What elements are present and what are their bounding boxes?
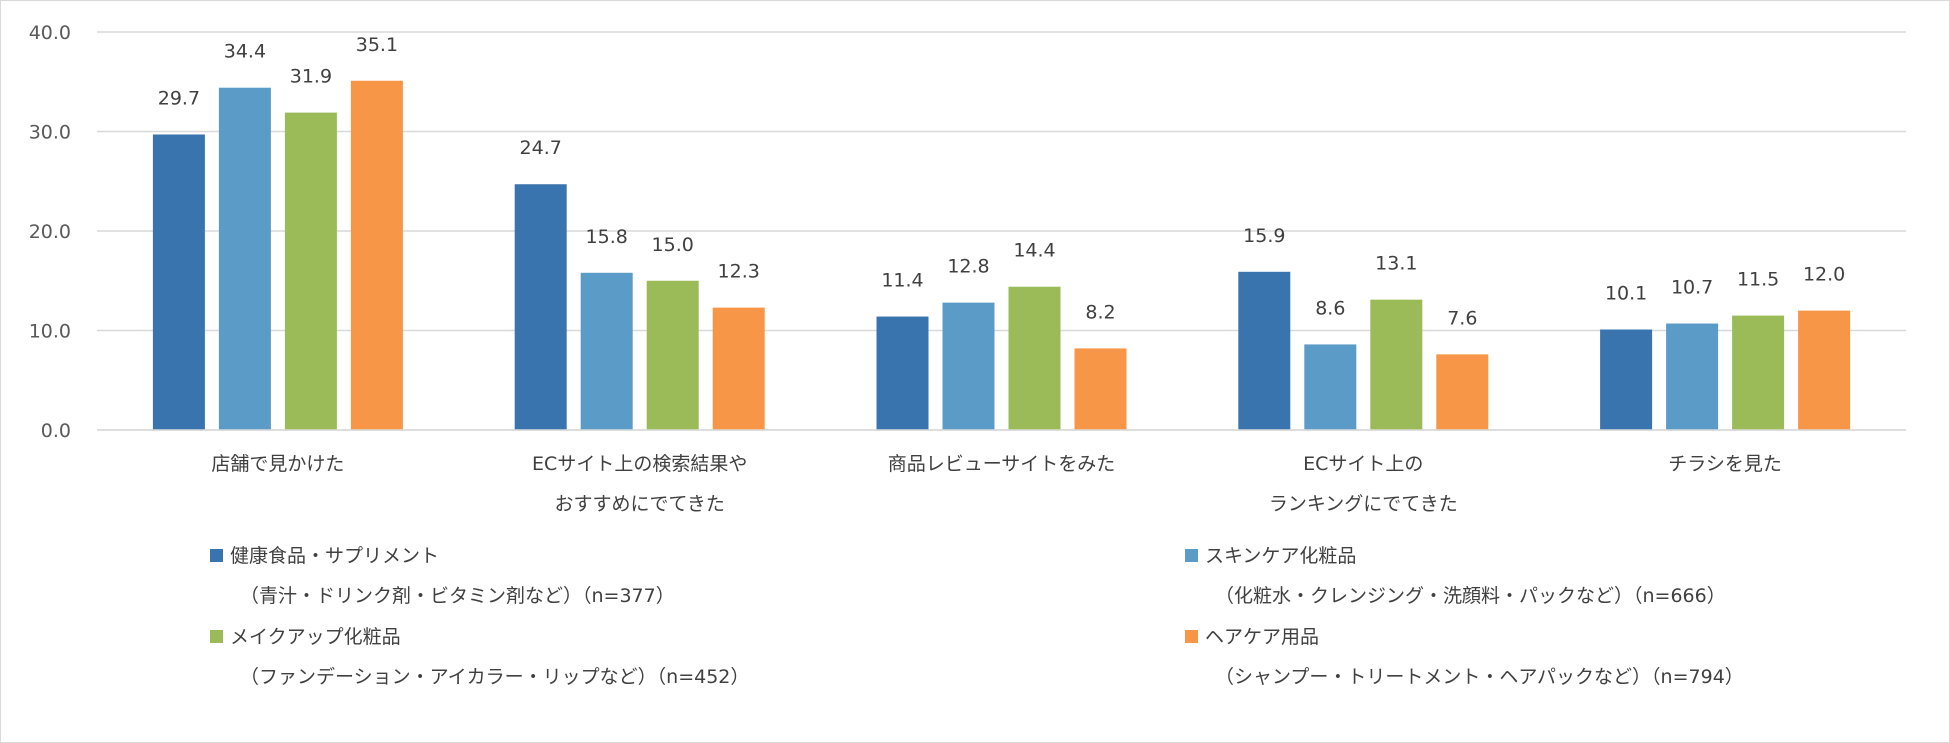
- bar: [350, 80, 403, 430]
- x-tick-label: ECサイト上の: [1303, 453, 1423, 475]
- bar: [1666, 323, 1719, 430]
- data-label: 10.7: [1671, 277, 1713, 299]
- legend-label: 健康食品・サプリメント: [230, 545, 440, 567]
- data-label: 8.2: [1085, 301, 1115, 323]
- bar: [514, 184, 567, 430]
- legend-detail: （ファンデーション・アイカラー・リップなど）（n=452）: [240, 666, 750, 688]
- bar: [218, 87, 271, 430]
- x-tick-label: おすすめにでてきた: [554, 493, 724, 515]
- legend-label: メイクアップ化粧品: [230, 626, 401, 648]
- data-label: 34.4: [224, 41, 266, 63]
- bar: [942, 302, 995, 430]
- legend-swatch: [210, 630, 223, 643]
- bar: [712, 307, 765, 430]
- y-tick-label: 30.0: [29, 122, 71, 144]
- data-label: 15.8: [586, 226, 628, 248]
- bar: [1304, 344, 1357, 430]
- x-tick-label: チラシを見た: [1668, 453, 1782, 475]
- data-label: 13.1: [1375, 253, 1417, 275]
- bar: [646, 280, 699, 430]
- legend-swatch: [1185, 549, 1198, 562]
- data-label: 11.4: [881, 270, 923, 292]
- y-tick-label: 10.0: [29, 321, 71, 343]
- y-tick-label: 20.0: [29, 221, 71, 243]
- data-label: 12.8: [947, 256, 989, 278]
- legend-detail: （化粧水・クレンジング・洗顔料・パックなど）（n=666）: [1215, 585, 1726, 607]
- data-label: 7.6: [1447, 307, 1477, 329]
- x-tick-label: 商品レビューサイトをみた: [888, 453, 1116, 475]
- legend-label: ヘアケア用品: [1205, 626, 1320, 648]
- bar: [1436, 354, 1489, 430]
- data-label: 10.1: [1605, 283, 1647, 305]
- x-tick-label: ECサイト上の検索結果や: [532, 453, 747, 475]
- data-label: 15.0: [652, 234, 694, 256]
- bar: [1074, 348, 1127, 430]
- legend-label: スキンケア化粧品: [1205, 545, 1357, 567]
- data-label: 11.5: [1737, 269, 1779, 291]
- bar: [580, 272, 633, 430]
- legend-detail: （青汁・ドリンク剤・ビタミン剤など）（n=377）: [240, 585, 675, 607]
- data-label: 24.7: [520, 137, 562, 159]
- data-label: 12.0: [1803, 264, 1845, 286]
- legend-swatch: [210, 549, 223, 562]
- bar: [1370, 299, 1423, 430]
- y-tick-label: 40.0: [29, 22, 71, 44]
- bar: [1798, 310, 1851, 430]
- bar: [876, 316, 929, 430]
- data-label: 12.3: [718, 261, 760, 283]
- x-tick-label: ランキングにでてきた: [1269, 493, 1458, 515]
- x-tick-label: 店舗で見かけた: [211, 453, 344, 475]
- data-label: 35.1: [356, 34, 398, 56]
- bar: [1238, 271, 1291, 430]
- bar: [1008, 286, 1061, 430]
- data-label: 29.7: [158, 87, 200, 109]
- data-label: 15.9: [1243, 225, 1285, 247]
- bar: [284, 112, 337, 430]
- legend-detail: （シャンプー・トリートメント・ヘアパックなど）（n=794）: [1215, 666, 1744, 688]
- data-label: 8.6: [1315, 297, 1345, 319]
- bar: [152, 134, 205, 431]
- bar: [1600, 329, 1653, 430]
- y-tick-label: 0.0: [41, 420, 71, 442]
- legend-swatch: [1185, 630, 1198, 643]
- bar: [1732, 315, 1785, 430]
- data-label: 14.4: [1013, 240, 1055, 262]
- data-label: 31.9: [290, 66, 332, 88]
